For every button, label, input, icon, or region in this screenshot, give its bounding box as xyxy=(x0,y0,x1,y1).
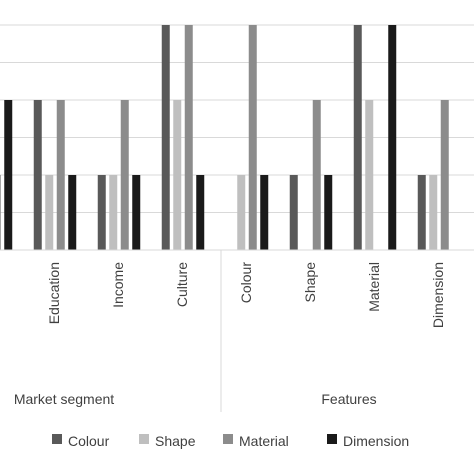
bar-shape-material xyxy=(312,100,321,250)
bar-culture-colour xyxy=(161,25,170,250)
bars xyxy=(0,25,449,250)
legend-swatch-dimension xyxy=(327,434,337,444)
category-label-colour: Colour xyxy=(238,262,254,304)
bar-shape-colour xyxy=(289,175,298,250)
bar-dimension-colour xyxy=(417,175,426,250)
bar-income-colour xyxy=(97,175,106,250)
bar-gender-material xyxy=(0,175,1,250)
bar-colour-dimension xyxy=(260,175,269,250)
category-label-material: Material xyxy=(366,262,382,312)
bar-colour-material xyxy=(248,25,257,250)
legend: Colour Shape Material Dimension xyxy=(52,433,409,449)
category-label-culture: Culture xyxy=(174,262,190,307)
category-label-dimension: Dimension xyxy=(430,262,446,328)
legend-label-colour: Colour xyxy=(68,433,110,449)
bar-income-shape xyxy=(109,175,118,250)
category-labels: GenderEducationIncomeCultureColourShapeM… xyxy=(46,262,446,328)
legend-label-shape: Shape xyxy=(155,433,196,449)
bar-education-material xyxy=(56,100,65,250)
bar-culture-shape xyxy=(173,100,182,250)
bar-material-colour xyxy=(353,25,362,250)
bar-material-shape xyxy=(365,100,374,250)
legend-label-dimension: Dimension xyxy=(343,433,409,449)
bar-material-dimension xyxy=(388,25,397,250)
legend-swatch-shape xyxy=(139,434,149,444)
category-label-income: Income xyxy=(110,262,126,308)
category-label-shape: Shape xyxy=(302,262,318,303)
bar-income-material xyxy=(120,100,129,250)
bar-gender-dimension xyxy=(4,100,13,250)
bar-dimension-shape xyxy=(429,175,438,250)
bar-education-dimension xyxy=(68,175,77,250)
bar-income-dimension xyxy=(132,175,141,250)
bar-culture-material xyxy=(184,25,193,250)
group-label-features: Features xyxy=(321,391,376,407)
legend-label-material: Material xyxy=(239,433,289,449)
bar-education-shape xyxy=(45,175,54,250)
bar-dimension-material xyxy=(440,100,449,250)
bar-colour-shape xyxy=(237,175,246,250)
group-label-market-segment: Market segment xyxy=(14,391,114,407)
bar-culture-dimension xyxy=(196,175,205,250)
bar-shape-dimension xyxy=(324,175,333,250)
bar-education-colour xyxy=(33,100,42,250)
legend-swatch-colour xyxy=(52,434,62,444)
category-label-education: Education xyxy=(46,262,62,324)
legend-swatch-material xyxy=(223,434,233,444)
